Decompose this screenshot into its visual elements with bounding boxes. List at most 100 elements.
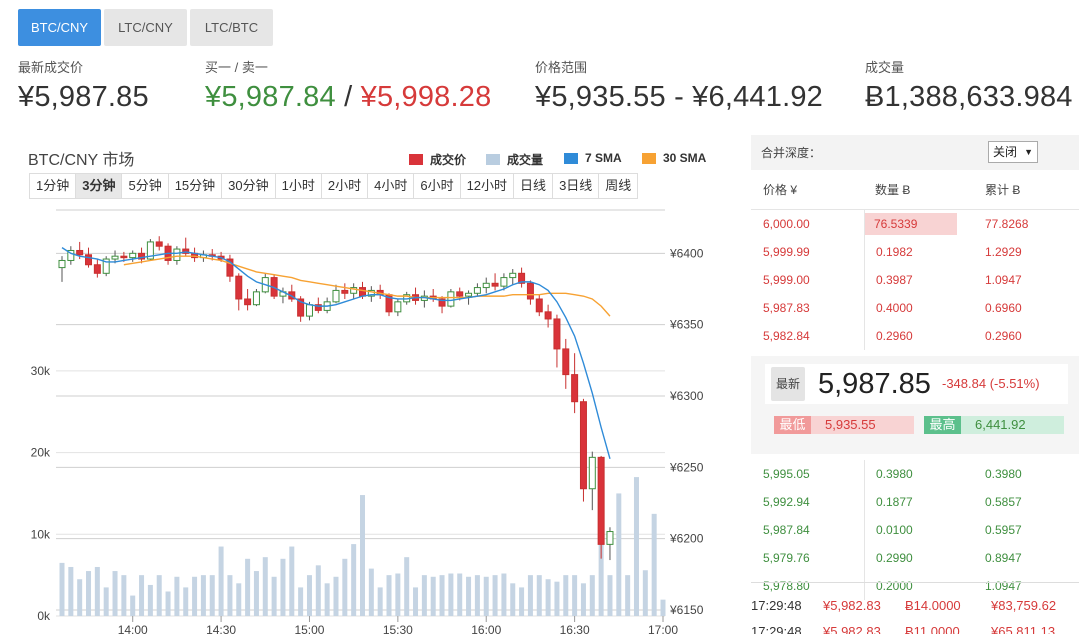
candle-body xyxy=(544,311,552,320)
volume-bar xyxy=(218,546,224,616)
depth-bar: 合并深度： 关闭 ▼ xyxy=(751,135,1079,170)
candle-body xyxy=(93,264,101,274)
volume-bar xyxy=(642,570,648,616)
trade-total: ¥83,759.62 xyxy=(991,598,1057,613)
tab-ltc-btc[interactable]: LTC/BTC xyxy=(190,9,273,46)
high-price: 最高 6,441.92 xyxy=(924,416,1064,434)
legend-label: 30 SMA xyxy=(663,151,707,165)
ask-price: 6,000.00 xyxy=(763,217,810,231)
x-tick-label: 16:00 xyxy=(471,623,501,634)
candle-body xyxy=(465,292,473,297)
tab-ltc-cny[interactable]: LTC/CNY xyxy=(104,9,187,46)
ask-row[interactable]: 5,999.00 0.3987 1.0947 xyxy=(751,266,1079,294)
legend-item-price[interactable]: 成交价 xyxy=(409,151,466,168)
volume-bar xyxy=(395,573,401,616)
high-value: 6,441.92 xyxy=(975,417,1026,432)
candle-body xyxy=(394,301,402,313)
candle-body xyxy=(226,258,234,277)
trade-price: ¥5,982.83 xyxy=(823,598,881,613)
volume-bar xyxy=(510,583,516,616)
bid-row[interactable]: 5,992.94 0.1877 0.5857 xyxy=(751,488,1079,516)
volume-bar xyxy=(236,583,242,616)
candle-body xyxy=(447,291,455,307)
volume-bar xyxy=(598,501,604,616)
interval-30m[interactable]: 30分钟 xyxy=(222,174,276,198)
volume-bar xyxy=(280,558,286,616)
price-tick-label: ¥6350 xyxy=(669,318,704,332)
candle-body xyxy=(173,248,181,261)
stat-volume: 成交量 Ƀ1,388,633.984 xyxy=(865,57,1073,114)
candle-body xyxy=(438,298,446,307)
interval-1h[interactable]: 1小时 xyxy=(275,174,322,198)
candle-body xyxy=(562,348,570,376)
pair-tabs: BTC/CNY LTC/CNY LTC/BTC xyxy=(18,9,273,46)
ask-row[interactable]: 5,982.84 0.2960 0.2960 xyxy=(751,322,1079,350)
volume-bar xyxy=(625,575,631,616)
volume-tick-label: 20k xyxy=(31,446,51,460)
volume-bar xyxy=(192,576,198,616)
candle-body xyxy=(155,241,163,247)
stat-label: 成交量 xyxy=(865,60,905,75)
interval-6h[interactable]: 6小时 xyxy=(414,174,461,198)
volume-bar xyxy=(165,591,171,616)
bid-price: 5,979.76 xyxy=(763,551,810,565)
price-tick-label: ¥6300 xyxy=(669,389,704,403)
trade-amount: Ƀ11.0000 xyxy=(905,624,960,634)
bid-row[interactable]: 5,987.84 0.0100 0.5957 xyxy=(751,516,1079,544)
volume-bar xyxy=(351,544,357,616)
interval-3m[interactable]: 3分钟 xyxy=(76,174,123,198)
interval-1m[interactable]: 1分钟 xyxy=(30,174,77,198)
trade-price: ¥5,982.83 xyxy=(823,624,881,634)
volume-bar xyxy=(253,571,259,616)
volume-bar xyxy=(262,557,268,616)
interval-1d[interactable]: 日线 xyxy=(514,174,554,198)
interval-5m[interactable]: 5分钟 xyxy=(122,174,169,198)
interval-12h[interactable]: 12小时 xyxy=(460,174,515,198)
stat-value: ¥5,987.85 xyxy=(18,81,149,113)
bid-row[interactable]: 5,995.05 0.3980 0.3980 xyxy=(751,460,1079,488)
price-chart[interactable]: ¥6400 ¥6350 ¥6300 ¥6250 ¥6200 ¥6150 30k 20k 10k 0… xyxy=(0,200,745,634)
legend-item-sma30[interactable]: 30 SMA xyxy=(642,151,706,165)
x-tick-label: 17:00 xyxy=(648,623,678,634)
depth-select[interactable]: 关闭 ▼ xyxy=(988,141,1038,163)
volume-bar xyxy=(483,576,489,616)
volume-bar xyxy=(386,575,392,616)
ask-row[interactable]: 5,987.83 0.4000 0.6960 xyxy=(751,294,1079,322)
bid-row[interactable]: 5,979.76 0.2990 0.8947 xyxy=(751,544,1079,572)
bid-amount: 0.3980 xyxy=(864,460,976,488)
legend-item-sma7[interactable]: 7 SMA xyxy=(564,151,622,165)
ask-total: 0.2960 xyxy=(985,329,1022,343)
stat-value: ¥5,935.55 - ¥6,441.92 xyxy=(535,81,823,113)
legend-label: 7 SMA xyxy=(585,151,622,165)
legend-item-volume[interactable]: 成交量 xyxy=(486,151,543,168)
candle-body xyxy=(252,291,260,306)
interval-1w[interactable]: 周线 xyxy=(599,174,638,198)
volume-bar xyxy=(572,575,578,616)
candle-body xyxy=(120,255,128,259)
ask-row[interactable]: 6,000.00 76.5339 77.8268 xyxy=(751,210,1079,238)
interval-4h[interactable]: 4小时 xyxy=(368,174,415,198)
candle-body xyxy=(182,248,190,254)
ask-amount-highlight: 76.5339 xyxy=(865,213,957,235)
candle-body xyxy=(146,241,154,260)
ask-row[interactable]: 5,999.99 0.1982 1.2929 xyxy=(751,238,1079,266)
stat-label: 买一 / 卖一 xyxy=(205,60,268,75)
candle-body xyxy=(314,304,322,311)
ask-value: ¥5,998.28 xyxy=(360,81,492,113)
interval-selector: 1分钟 3分钟 5分钟 15分钟 30分钟 1小时 2小时 4小时 6小时 12… xyxy=(29,173,639,199)
sma7-line xyxy=(61,247,611,459)
volume-bar xyxy=(474,575,480,616)
volume-bar xyxy=(430,576,436,616)
legend-label: 成交价 xyxy=(430,153,467,167)
volume-bar xyxy=(536,575,542,616)
interval-3d[interactable]: 3日线 xyxy=(553,174,600,198)
bid-amount: 0.2990 xyxy=(864,544,976,572)
candle-body xyxy=(456,291,464,297)
volume-bar xyxy=(209,575,215,616)
trade-time: 17:29:48 xyxy=(751,624,802,634)
candle-body xyxy=(341,289,349,294)
interval-2h[interactable]: 2小时 xyxy=(321,174,369,198)
legend-swatch xyxy=(486,154,500,165)
tab-btc-cny[interactable]: BTC/CNY xyxy=(18,9,101,46)
interval-15m[interactable]: 15分钟 xyxy=(168,174,223,198)
